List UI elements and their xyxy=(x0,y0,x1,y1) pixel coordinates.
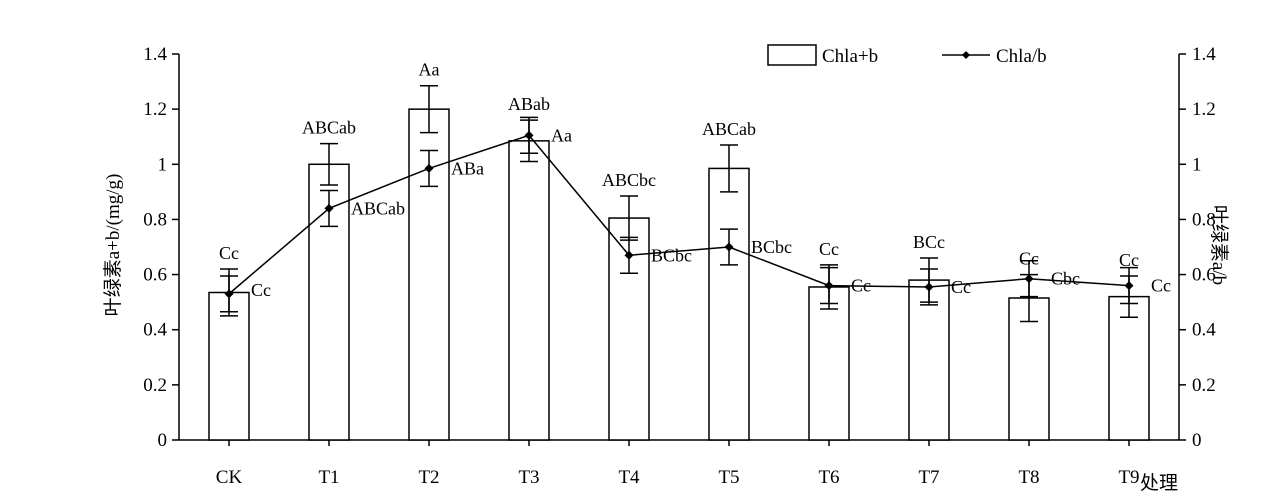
x-tick-label: T8 xyxy=(1018,467,1039,488)
x-tick-label: CK xyxy=(216,467,243,488)
line-significance-label: Cc xyxy=(1151,276,1171,296)
bar-chla-b xyxy=(808,286,850,441)
line-significance-label: Cbc xyxy=(1051,269,1080,289)
y-axis-right-title: 叶绿素a/b xyxy=(1208,205,1230,285)
line-point-marker xyxy=(1124,281,1134,291)
y-tick-label-left: 1 xyxy=(158,154,168,175)
x-tick-label: T9 xyxy=(1118,467,1139,488)
y-tick-label-left: 1.2 xyxy=(143,99,167,120)
line-significance-label: Cc xyxy=(951,277,971,297)
line-point-marker xyxy=(624,250,634,260)
legend: Chla+b Chla/b xyxy=(767,44,1047,67)
y-tick-label-right: 0 xyxy=(1192,430,1202,451)
y-axis-left-title: 叶绿素a+b/(mg/g) xyxy=(102,174,124,317)
y-tick-label-left: 0.4 xyxy=(143,320,167,341)
bar-significance-label: Cc xyxy=(819,239,839,259)
y-tick-label-right: 0.4 xyxy=(1192,320,1216,341)
y-tick-label-left: 0 xyxy=(158,430,168,451)
x-tick-label: T2 xyxy=(418,467,439,488)
bar-significance-label: ABCab xyxy=(702,119,756,139)
bar-significance-label: ABCab xyxy=(302,118,356,138)
y-tick-label-right: 0.2 xyxy=(1192,375,1216,396)
line-point-marker xyxy=(524,130,534,140)
line-significance-label: Cc xyxy=(851,276,871,296)
y-tick-label-left: 0.6 xyxy=(143,265,167,286)
x-tick-label: T3 xyxy=(518,467,539,488)
line-significance-label: BCbc xyxy=(651,245,692,265)
legend-label-bars: Chla+b xyxy=(822,46,878,67)
y-tick-label-left: 1.4 xyxy=(143,44,167,65)
legend-bar-swatch xyxy=(767,44,817,66)
x-tick-label: T4 xyxy=(618,467,640,488)
x-tick-label: T1 xyxy=(318,467,339,488)
bar-chla-b xyxy=(708,167,750,441)
line-chla-ratio xyxy=(228,134,1130,295)
line-significance-label: BCbc xyxy=(751,237,792,257)
y-tick-label-right: 1.4 xyxy=(1192,44,1216,65)
legend-label-line: Chla/b xyxy=(996,46,1047,67)
y-tick-label-right: 0.6 xyxy=(1192,265,1216,286)
legend-diamond-marker xyxy=(962,51,970,59)
x-tick-label: T5 xyxy=(718,467,739,488)
line-point-marker xyxy=(324,203,334,213)
line-significance-label: ABa xyxy=(451,158,484,178)
bar-significance-label: Aa xyxy=(419,60,440,80)
bar-significance-label: Cc xyxy=(1119,250,1139,270)
bar-significance-label: ABab xyxy=(508,94,550,114)
line-point-marker xyxy=(824,281,834,291)
line-point-marker xyxy=(724,242,734,252)
plot-area: 0 0 0.2 0.2 0.4 0.4 0.6 0.6 0.8 0.8 1 1 1.2 1.2 1.4 1.4… xyxy=(143,44,1216,488)
line-significance-label: ABCab xyxy=(351,198,405,218)
y-tick-label-left: 0.2 xyxy=(143,375,167,396)
line-point-marker xyxy=(1024,274,1034,284)
y-tick-label-right: 0.8 xyxy=(1192,209,1216,230)
y-tick-label-left: 0.8 xyxy=(143,209,167,230)
bar-chla-b xyxy=(908,279,950,441)
bar-significance-label: ABCbc xyxy=(602,170,656,190)
bar-significance-label: Cc xyxy=(219,243,239,263)
line-significance-label: Aa xyxy=(551,125,572,145)
y-tick-label-right: 1 xyxy=(1192,154,1202,175)
bar-significance-label: BCc xyxy=(913,232,945,252)
line-point-marker xyxy=(424,163,434,173)
y-tick-label-right: 1.2 xyxy=(1192,99,1216,120)
bar-chla-b xyxy=(508,140,550,441)
x-tick-label: T6 xyxy=(818,467,839,488)
line-point-marker xyxy=(224,289,234,299)
bar-chla-b xyxy=(1108,295,1150,441)
bar-chla-b xyxy=(1008,297,1050,441)
bar-significance-label: Cc xyxy=(1019,249,1039,269)
x-axis-title: 处理 xyxy=(1140,472,1178,494)
x-tick-label: T7 xyxy=(918,467,939,488)
line-point-marker xyxy=(924,282,934,292)
line-significance-label: Cc xyxy=(251,280,271,300)
bar-chla-b xyxy=(208,291,250,441)
